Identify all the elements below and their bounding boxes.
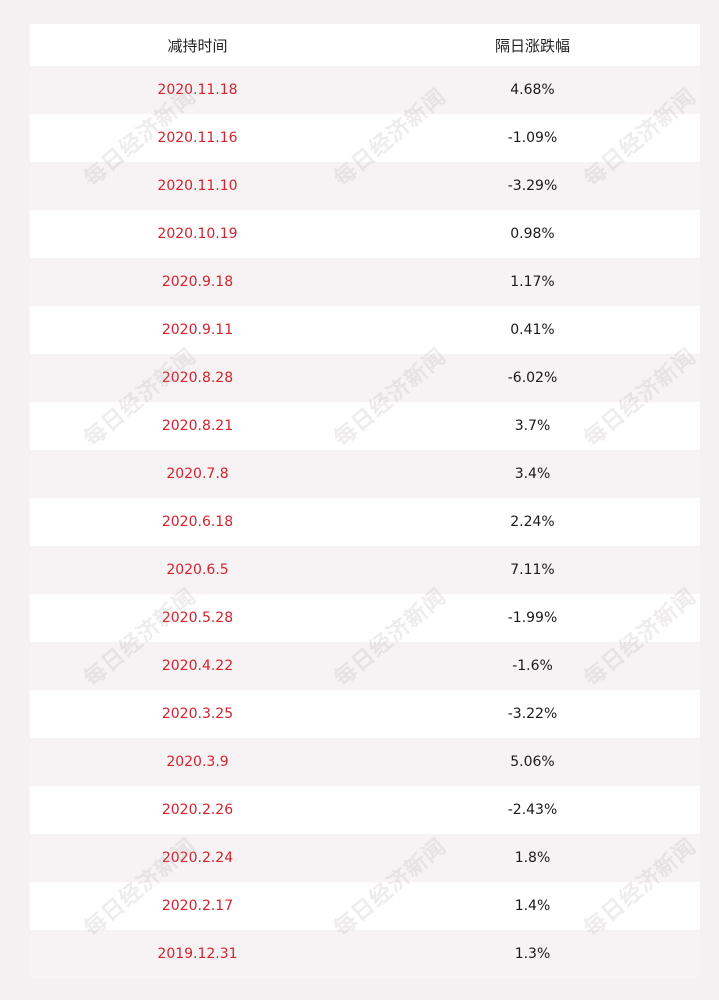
- row-date: 2020.5.28: [161, 610, 234, 626]
- data-table: 减持时间 隔日涨跌幅 2020.11.18 4.68% 2020.11.16 -1.0…: [30, 24, 700, 978]
- table-row: 2020.6.5 7.11%: [30, 546, 700, 594]
- row-date: 2020.11.18: [157, 82, 238, 98]
- row-date: 2020.8.21: [161, 418, 234, 434]
- table-row: 2020.11.18 4.68%: [30, 66, 700, 114]
- row-change: -6.02%: [507, 370, 558, 386]
- row-change: 3.7%: [514, 418, 551, 434]
- table-row: 2019.12.31 1.3%: [30, 930, 700, 978]
- row-date: 2020.10.19: [157, 226, 238, 242]
- row-change: 4.68%: [510, 82, 555, 98]
- row-change: 0.98%: [510, 226, 555, 242]
- row-date: 2020.3.25: [161, 706, 234, 722]
- row-change: -2.43%: [507, 802, 558, 818]
- row-date: 2020.11.10: [157, 178, 238, 194]
- row-date: 2020.11.16: [157, 130, 238, 146]
- table-row: 2020.2.17 1.4%: [30, 882, 700, 930]
- table-row: 2020.5.28 -1.99%: [30, 594, 700, 642]
- row-date: 2020.2.17: [161, 898, 234, 914]
- row-change: 0.41%: [510, 322, 555, 338]
- row-date: 2019.12.31: [157, 946, 238, 962]
- table-row: 2020.9.18 1.17%: [30, 258, 700, 306]
- header-date: 减持时间: [167, 36, 228, 55]
- row-change: 3.4%: [514, 466, 551, 482]
- row-change: 2.24%: [510, 514, 555, 530]
- table-row: 2020.8.21 3.7%: [30, 402, 700, 450]
- row-change: -3.29%: [507, 178, 558, 194]
- table-row: 2020.4.22 -1.6%: [30, 642, 700, 690]
- table-row: 2020.3.25 -3.22%: [30, 690, 700, 738]
- row-change: -1.09%: [507, 130, 558, 146]
- table-row: 2020.10.19 0.98%: [30, 210, 700, 258]
- row-date: 2020.2.26: [161, 802, 234, 818]
- row-change: -1.6%: [512, 658, 553, 674]
- row-date: 2020.6.18: [161, 514, 234, 530]
- table-row: 2020.11.16 -1.09%: [30, 114, 700, 162]
- table-row: 2020.9.11 0.41%: [30, 306, 700, 354]
- row-date: 2020.9.18: [161, 274, 234, 290]
- row-change: 1.8%: [514, 850, 551, 866]
- row-date: 2020.4.22: [161, 658, 234, 674]
- row-change: 1.17%: [510, 274, 555, 290]
- row-date: 2020.3.9: [166, 754, 229, 770]
- table-body: 2020.11.18 4.68% 2020.11.16 -1.09% 2020.11.1…: [30, 66, 700, 978]
- row-date: 2020.2.24: [161, 850, 234, 866]
- row-date: 2020.6.5: [166, 562, 229, 578]
- table-row: 2020.8.28 -6.02%: [30, 354, 700, 402]
- row-change: -1.99%: [507, 610, 558, 626]
- table-header-row: 减持时间 隔日涨跌幅: [30, 24, 700, 66]
- table-row: 2020.11.10 -3.29%: [30, 162, 700, 210]
- header-change: 隔日涨跌幅: [494, 36, 570, 55]
- row-change: 1.3%: [514, 946, 551, 962]
- row-date: 2020.7.8: [166, 466, 229, 482]
- table-row: 2020.6.18 2.24%: [30, 498, 700, 546]
- row-change: 1.4%: [514, 898, 551, 914]
- row-change: -3.22%: [507, 706, 558, 722]
- row-date: 2020.8.28: [161, 370, 234, 386]
- row-change: 5.06%: [510, 754, 555, 770]
- table-row: 2020.3.9 5.06%: [30, 738, 700, 786]
- row-date: 2020.9.11: [161, 322, 234, 338]
- table-row: 2020.2.24 1.8%: [30, 834, 700, 882]
- table-row: 2020.2.26 -2.43%: [30, 786, 700, 834]
- row-change: 7.11%: [510, 562, 555, 578]
- table-row: 2020.7.8 3.4%: [30, 450, 700, 498]
